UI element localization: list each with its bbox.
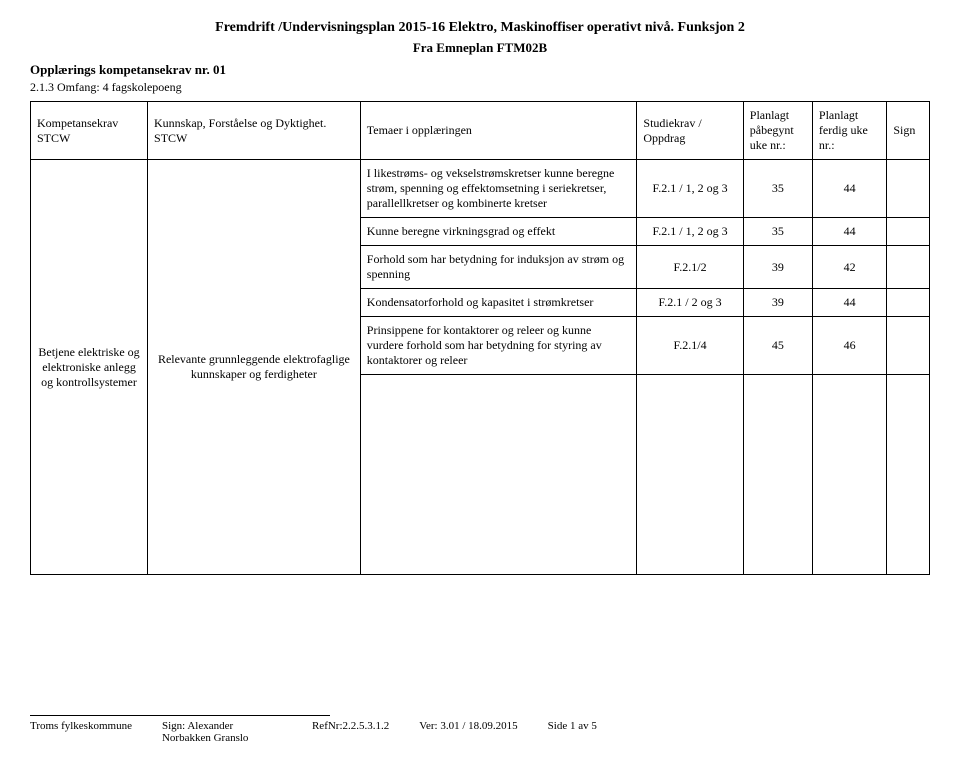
- tema-cell: Forhold som har betydning for induksjon …: [360, 246, 637, 289]
- document-footer: Troms fylkeskommune Sign: Alexander Norb…: [30, 720, 930, 744]
- sign-cell: [887, 375, 930, 575]
- kunnskap-cell: Relevante grunnleggende elektrofaglige k…: [148, 160, 361, 575]
- studie-cell: F.2.1 / 1, 2 og 3: [637, 218, 743, 246]
- footer-org: Troms fylkeskommune: [30, 720, 132, 744]
- studie-cell: [637, 375, 743, 575]
- col-kunnskap: Kunnskap, Forståelse og Dyktighet. STCW: [148, 102, 361, 160]
- footer-sign-line2: Norbakken Granslo: [162, 732, 248, 744]
- col-sign: Sign: [887, 102, 930, 160]
- tema-cell: I likestrøms- og vekselstrømskretser kun…: [360, 160, 637, 218]
- ferdig-cell: 42: [812, 246, 886, 289]
- sign-cell: [887, 317, 930, 375]
- tema-cell: Kunne beregne virkningsgrad og effekt: [360, 218, 637, 246]
- footer-page: Side 1 av 5: [548, 720, 597, 744]
- col-temaer: Temaer i opplæringen: [360, 102, 637, 160]
- kompetansekrav-heading: Opplærings kompetansekrav nr. 01: [30, 62, 930, 78]
- sign-cell: [887, 160, 930, 218]
- begynt-cell: [743, 375, 812, 575]
- footer-sign-line1: Sign: Alexander: [162, 720, 233, 732]
- footer-separator: [30, 715, 330, 716]
- tema-cell: Prinsippene for kontaktorer og releer og…: [360, 317, 637, 375]
- scope-text: 2.1.3 Omfang: 4 fagskolepoeng: [30, 80, 930, 95]
- col-kompetanse: Kompetansekrav STCW: [31, 102, 148, 160]
- ferdig-cell: 44: [812, 160, 886, 218]
- studie-cell: F.2.1 / 1, 2 og 3: [637, 160, 743, 218]
- footer-ref: RefNr:2.2.5.3.1.2: [312, 720, 389, 744]
- begynt-cell: 35: [743, 160, 812, 218]
- studie-cell: F.2.1/2: [637, 246, 743, 289]
- ferdig-cell: 44: [812, 289, 886, 317]
- begynt-cell: 45: [743, 317, 812, 375]
- sign-cell: [887, 246, 930, 289]
- sign-cell: [887, 289, 930, 317]
- table-row: Betjene elektriske og elektroniske anleg…: [31, 160, 930, 218]
- col-studie: Studiekrav / Oppdrag: [637, 102, 743, 160]
- table-header-row: Kompetansekrav STCW Kunnskap, Forståelse…: [31, 102, 930, 160]
- footer-sign: Sign: Alexander Norbakken Granslo: [162, 720, 282, 744]
- tema-cell: Kondensatorforhold og kapasitet i strømk…: [360, 289, 637, 317]
- tema-cell: [360, 375, 637, 575]
- kompetanse-cell: Betjene elektriske og elektroniske anleg…: [31, 160, 148, 575]
- ferdig-cell: [812, 375, 886, 575]
- ferdig-cell: 44: [812, 218, 886, 246]
- begynt-cell: 39: [743, 246, 812, 289]
- footer-ver: Ver: 3.01 / 18.09.2015: [419, 720, 517, 744]
- begynt-cell: 39: [743, 289, 812, 317]
- sign-cell: [887, 218, 930, 246]
- document-title: Fremdrift /Undervisningsplan 2015-16 Ele…: [30, 20, 930, 36]
- ferdig-cell: 46: [812, 317, 886, 375]
- curriculum-table: Kompetansekrav STCW Kunnskap, Forståelse…: [30, 101, 930, 575]
- col-ferdig: Planlagt ferdig uke nr.:: [812, 102, 886, 160]
- col-begynt: Planlagt påbegynt uke nr.:: [743, 102, 812, 160]
- studie-cell: F.2.1 / 2 og 3: [637, 289, 743, 317]
- studie-cell: F.2.1/4: [637, 317, 743, 375]
- document-subtitle: Fra Emneplan FTM02B: [30, 40, 930, 56]
- begynt-cell: 35: [743, 218, 812, 246]
